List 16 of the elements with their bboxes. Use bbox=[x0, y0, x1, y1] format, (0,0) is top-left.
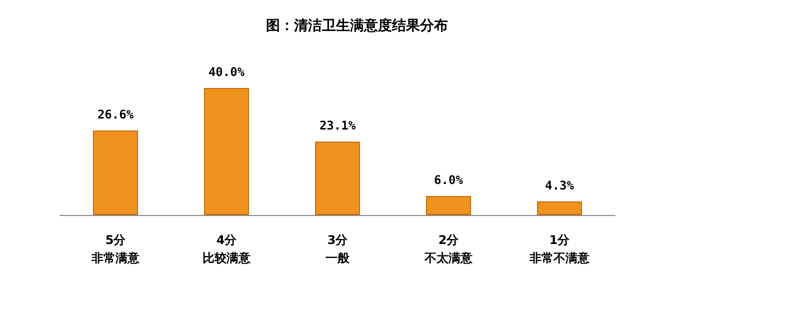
x-tick-label: 5分非常满意 bbox=[90, 233, 140, 265]
x-tick-label: 3分一般 bbox=[326, 233, 350, 265]
bar bbox=[315, 142, 360, 215]
bar bbox=[537, 201, 582, 215]
data-label: 26.6% bbox=[97, 108, 134, 122]
chart-title: 图：清洁卫生满意度结果分布 bbox=[266, 17, 448, 34]
data-label: 6.0% bbox=[434, 172, 464, 187]
x-tick-label: 1分非常不满意 bbox=[528, 233, 590, 265]
data-label: 4.3% bbox=[545, 178, 575, 192]
data-label: 40.0% bbox=[208, 65, 246, 79]
bar bbox=[426, 196, 471, 215]
x-tick-label: 2分不太满意 bbox=[424, 233, 474, 265]
data-label: 23.1% bbox=[319, 118, 356, 133]
x-tick-label: 4分比较满意 bbox=[202, 233, 252, 265]
bar bbox=[204, 88, 249, 215]
bar bbox=[93, 130, 138, 215]
